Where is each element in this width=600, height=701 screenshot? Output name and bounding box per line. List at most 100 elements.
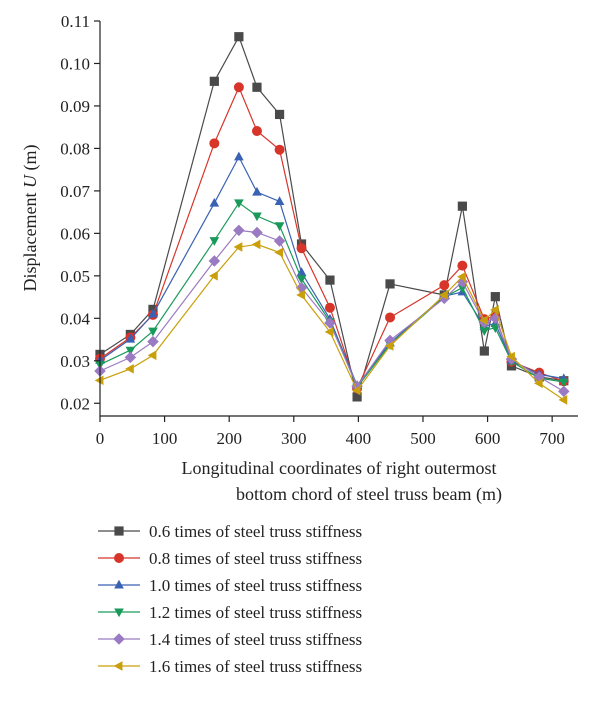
y-tick-label: 0.11 bbox=[61, 12, 90, 31]
legend-marker bbox=[114, 579, 124, 589]
data-point bbox=[558, 385, 570, 398]
y-axis-title-variable: U bbox=[20, 174, 40, 188]
plot-area bbox=[94, 32, 570, 405]
data-point bbox=[147, 350, 157, 361]
y-axis-title: Displacement U (m) bbox=[20, 145, 41, 292]
legend-entry-5: 1.4 times of steel truss stiffness bbox=[98, 630, 362, 649]
data-point bbox=[274, 196, 285, 205]
series-6 bbox=[94, 239, 568, 405]
x-tick-label: 700 bbox=[539, 429, 565, 448]
series-line bbox=[99, 229, 565, 392]
legend-entry-4: 1.2 times of steel truss stiffness bbox=[98, 603, 362, 622]
data-point bbox=[438, 290, 448, 300]
data-point bbox=[479, 346, 489, 356]
data-point bbox=[489, 312, 502, 325]
data-point bbox=[125, 333, 136, 343]
legend-label: 1.0 times of steel truss stiffness bbox=[149, 576, 362, 595]
data-point bbox=[296, 243, 307, 254]
data-point bbox=[274, 247, 284, 258]
data-point bbox=[233, 224, 245, 237]
series-3 bbox=[95, 151, 569, 389]
data-point bbox=[325, 275, 335, 285]
data-point bbox=[252, 82, 262, 92]
data-point bbox=[234, 32, 244, 42]
x-tick-label: 500 bbox=[410, 429, 436, 448]
data-point bbox=[490, 304, 499, 315]
series-2 bbox=[95, 82, 569, 394]
x-tick-label: 100 bbox=[152, 429, 178, 448]
x-tick-label: 600 bbox=[475, 429, 501, 448]
legend-marker bbox=[113, 633, 125, 645]
legend-label: 1.6 times of steel truss stiffness bbox=[149, 657, 362, 676]
x-tick-label: 300 bbox=[281, 429, 307, 448]
data-point bbox=[479, 327, 490, 336]
data-point bbox=[506, 351, 515, 362]
y-tick-label: 0.08 bbox=[60, 139, 90, 158]
y-axis-title-unit: (m) bbox=[20, 145, 41, 171]
data-point bbox=[296, 275, 307, 285]
data-point bbox=[234, 151, 244, 161]
data-point bbox=[251, 226, 263, 239]
data-point bbox=[252, 212, 262, 222]
y-tick-label: 0.02 bbox=[60, 394, 90, 413]
y-tick-label: 0.07 bbox=[60, 182, 90, 201]
legend-label: 0.6 times of steel truss stiffness bbox=[149, 522, 362, 541]
data-point bbox=[94, 375, 104, 386]
legend-marker bbox=[114, 526, 124, 536]
data-point bbox=[324, 302, 335, 313]
y-tick-label: 0.05 bbox=[60, 267, 90, 286]
data-point bbox=[251, 239, 261, 250]
data-point bbox=[558, 378, 569, 388]
data-point bbox=[273, 235, 286, 247]
x-axis-title-line-1: Longitudinal coordinates of right outerm… bbox=[182, 458, 497, 478]
legend-entry-3: 1.0 times of steel truss stiffness bbox=[98, 576, 362, 595]
data-point bbox=[251, 126, 262, 137]
data-point bbox=[209, 76, 219, 86]
data-point bbox=[351, 385, 361, 396]
x-axis-title-line-2: bottom chord of steel truss beam (m) bbox=[236, 484, 502, 505]
x-tick-label: 200 bbox=[216, 429, 242, 448]
data-point bbox=[439, 280, 450, 291]
data-point bbox=[274, 144, 285, 155]
data-point bbox=[148, 308, 158, 318]
data-point bbox=[479, 315, 488, 326]
x-tick-label: 400 bbox=[346, 429, 372, 448]
data-point bbox=[457, 201, 467, 211]
series-1 bbox=[95, 32, 569, 402]
legend-entry-2: 0.8 times of steel truss stiffness bbox=[98, 549, 362, 568]
data-point bbox=[490, 292, 500, 302]
legend-label: 1.4 times of steel truss stiffness bbox=[149, 630, 362, 649]
legend-marker bbox=[113, 661, 123, 671]
series-line bbox=[99, 243, 565, 401]
series-line bbox=[99, 35, 564, 400]
data-point bbox=[209, 197, 220, 207]
data-point bbox=[558, 395, 568, 405]
data-point bbox=[209, 237, 220, 246]
data-point bbox=[233, 82, 244, 93]
data-point bbox=[124, 351, 137, 364]
y-tick-label: 0.03 bbox=[60, 352, 90, 371]
data-point bbox=[125, 346, 136, 356]
y-tick-label: 0.04 bbox=[60, 309, 90, 328]
y-tick-label: 0.09 bbox=[60, 97, 90, 116]
legend-label: 1.2 times of steel truss stiffness bbox=[149, 603, 362, 622]
data-point bbox=[274, 109, 285, 120]
x-tick-label: 0 bbox=[96, 429, 105, 448]
data-point bbox=[457, 271, 466, 282]
axes: 0 100 200 300 400 500 600 700 0.02 0.03 0.04 0.05 0.… bbox=[20, 12, 578, 505]
legend-marker bbox=[114, 553, 124, 563]
data-point bbox=[148, 327, 158, 337]
legend-marker bbox=[114, 608, 124, 618]
data-point bbox=[385, 312, 396, 323]
series-line bbox=[99, 85, 564, 391]
data-point bbox=[457, 260, 468, 271]
data-point bbox=[209, 271, 218, 281]
data-point bbox=[384, 341, 394, 351]
legend-entry-1: 0.6 times of steel truss stiffness bbox=[98, 522, 362, 541]
data-point bbox=[385, 279, 395, 289]
y-tick-label: 0.06 bbox=[60, 224, 90, 243]
data-point bbox=[324, 327, 334, 337]
data-point bbox=[533, 378, 543, 389]
data-point bbox=[209, 138, 220, 149]
